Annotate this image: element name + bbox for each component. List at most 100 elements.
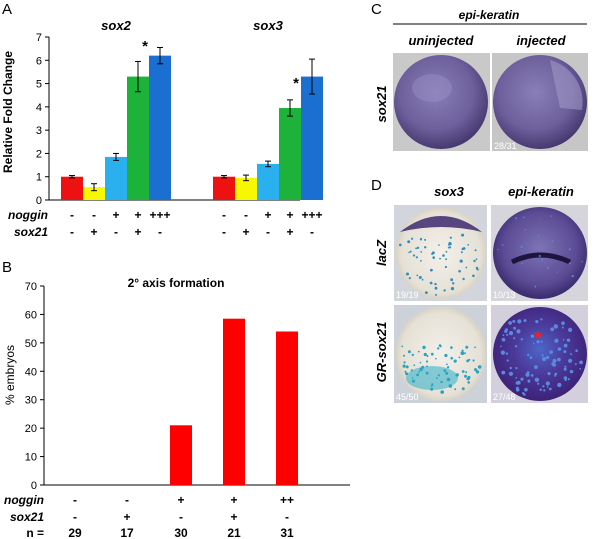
stain-dot <box>537 382 540 385</box>
stain-dot <box>527 353 530 357</box>
panel-b: B 2° axis formation % embryos 0 10 20 30 40 5… <box>2 259 350 539</box>
stain-dot <box>434 286 438 290</box>
panel-a-noggin-sign: - <box>222 208 226 222</box>
stain-dot <box>563 376 568 380</box>
panel-b-row-label-sox21: sox21 <box>10 510 44 524</box>
stain-dot <box>410 369 413 372</box>
stain-dot <box>534 377 540 382</box>
stain-dot <box>579 368 582 370</box>
panel-b-y-axis-label: % embryos <box>3 345 17 405</box>
panel-a-y-tick-label: 3 <box>36 125 42 137</box>
panel-a-noggin-sign: +++ <box>301 208 322 222</box>
panel-a-sox21-sign: + <box>134 225 141 239</box>
panel-b-noggin-sign: + <box>230 493 237 507</box>
stain-dot <box>448 384 453 388</box>
stain-dot <box>466 377 470 381</box>
stain-dot <box>569 369 574 374</box>
stain-dot <box>465 266 468 269</box>
stain-dot <box>501 370 506 375</box>
panel-b-n-value: 30 <box>174 526 188 539</box>
stain-dot <box>557 357 561 362</box>
stain-dot <box>506 333 509 336</box>
panel-c-column-injected: injected <box>516 33 566 48</box>
panel-a-y-tick-label: 2 <box>36 148 42 160</box>
stain-dot <box>415 256 418 259</box>
stain-dot <box>543 389 546 392</box>
stain-dot <box>508 331 514 336</box>
stain-dot <box>461 233 465 237</box>
stain-dot <box>541 354 544 357</box>
panel-a-y-tick-label: 0 <box>36 195 42 207</box>
stain-dot <box>566 338 571 342</box>
stain-dot <box>526 371 530 374</box>
stain-dot <box>564 379 567 382</box>
panel-b-noggin-sign: - <box>73 493 77 507</box>
stain-dot <box>426 365 428 368</box>
panel-d-count-gr-sox21-sox3: 45/50 <box>396 392 419 402</box>
stain-dot <box>411 237 414 240</box>
stain-dot <box>568 358 573 363</box>
panel-a-noggin-sign: + <box>134 208 141 222</box>
stain-dot <box>425 371 429 375</box>
stain-dot <box>416 246 420 249</box>
stain-dot <box>421 278 424 281</box>
panel-b-y-tick-label: 50 <box>25 338 37 350</box>
panel-b-y-tick-label: 0 <box>31 480 37 492</box>
panel-c-row-label-sox21: sox21 <box>374 86 389 123</box>
stain-dot <box>467 244 470 246</box>
panel-a-y-tick-label: 1 <box>36 172 42 184</box>
panel-d-count-gr-sox21-epi-keratin: 27/48 <box>493 392 516 402</box>
stain-dot <box>541 258 543 261</box>
stain-dot <box>429 281 433 285</box>
stain-dot <box>551 240 554 242</box>
stain-dot <box>475 258 478 261</box>
stain-dot <box>431 252 434 255</box>
stain-dot <box>415 247 417 250</box>
stain-dot <box>449 236 452 239</box>
stain-dot <box>527 380 531 383</box>
stain-dot <box>440 390 445 394</box>
panel-c-count-injected: 28/31 <box>494 141 517 151</box>
stain-dot <box>540 318 543 321</box>
panel-a-y-tick-label: 5 <box>36 79 42 91</box>
stain-dot <box>411 377 414 379</box>
stain-dot <box>402 364 406 368</box>
panel-a-sox2-title: sox2 <box>101 18 131 33</box>
stain-dot <box>416 373 419 377</box>
stain-dot <box>412 379 415 383</box>
stain-dot <box>556 271 558 273</box>
panel-b-y-tick-label: 30 <box>25 395 37 407</box>
stain-dot <box>462 277 465 281</box>
stain-dot <box>430 385 433 387</box>
stain-dot <box>538 248 540 250</box>
stain-dot <box>435 293 437 296</box>
stain-dot <box>408 251 410 254</box>
stain-dot <box>465 371 468 374</box>
panel-b-bar <box>276 331 298 485</box>
panel-a-row-label-noggin: noggin <box>8 208 48 222</box>
stain-dot <box>474 346 476 349</box>
panel-a-bar <box>235 177 257 200</box>
stain-dot <box>552 358 557 363</box>
stain-dot <box>403 361 406 364</box>
panel-b-noggin-sign: - <box>125 493 129 507</box>
stain-dot <box>532 342 535 345</box>
stain-dot <box>514 345 518 348</box>
panel-a-bar <box>127 76 149 200</box>
stain-dot <box>411 353 414 357</box>
stain-dot <box>549 350 553 354</box>
panel-a-sox21-sign: - <box>158 225 162 239</box>
stain-dot <box>529 356 533 359</box>
panel-a-sox21-sign: - <box>266 225 270 239</box>
stain-dot <box>401 345 404 348</box>
panel-a-noggin-sign: - <box>70 208 74 222</box>
stain-dot <box>567 378 570 381</box>
stain-dot <box>434 282 437 286</box>
panel-a-sox21-sign: - <box>114 225 118 239</box>
stain-dot <box>502 334 505 337</box>
stain-dot <box>460 251 463 254</box>
stain-dot <box>438 244 440 246</box>
stain-dot <box>435 377 438 380</box>
stain-dot <box>450 278 454 282</box>
stain-dot <box>454 388 457 391</box>
